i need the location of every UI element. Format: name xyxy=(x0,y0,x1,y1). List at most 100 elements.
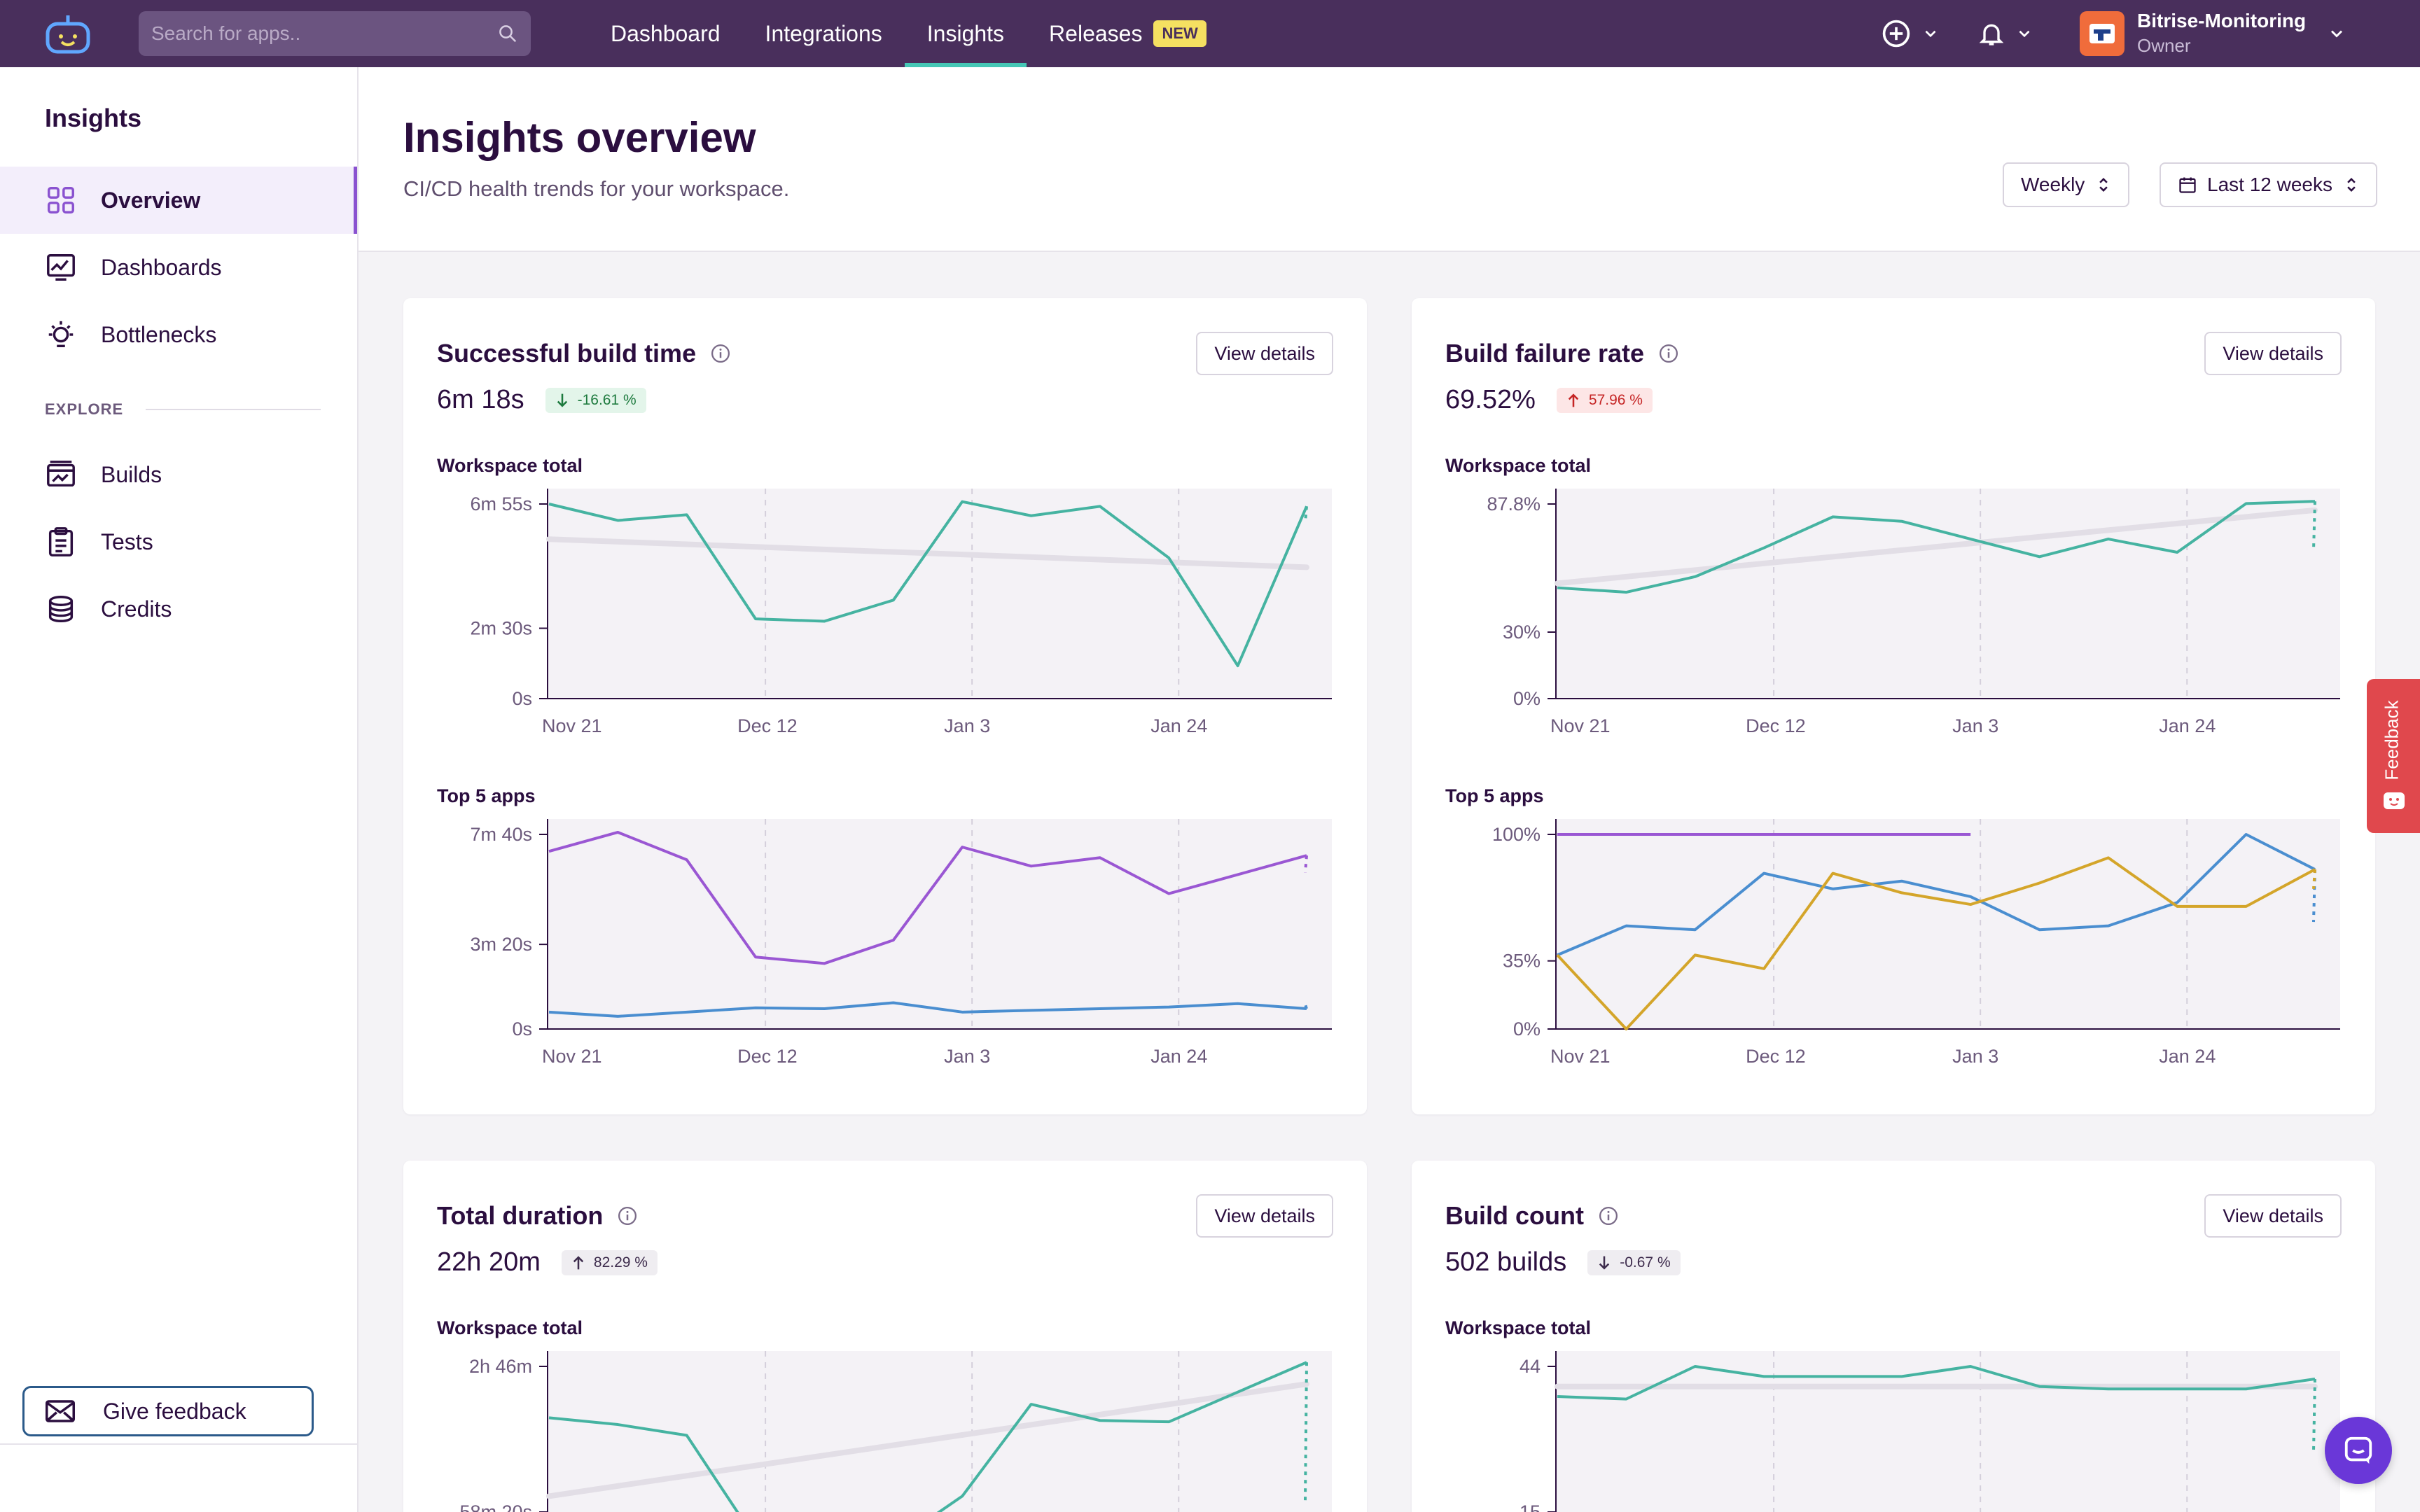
top5-apps-label: Top 5 apps xyxy=(1445,785,1544,806)
delta-value: -16.61 % xyxy=(577,391,637,408)
divider xyxy=(146,409,321,410)
metric-value: 6m 18s xyxy=(437,385,524,414)
bitrise-logo-icon[interactable] xyxy=(43,13,92,55)
nav-insights-label: Insights xyxy=(926,20,1005,46)
plot-area xyxy=(1556,489,2340,699)
workspace-name: Bitrise-Monitoring xyxy=(2137,10,2307,31)
workspace-total-label: Workspace total xyxy=(437,1317,583,1338)
view-details-button[interactable]: View details xyxy=(1196,1194,1333,1238)
view-details-button[interactable]: View details xyxy=(2204,1194,2342,1238)
account-switcher[interactable]: Bitrise-Monitoring Owner xyxy=(2080,10,2346,57)
info-icon[interactable] xyxy=(617,1205,638,1226)
app-search[interactable] xyxy=(139,11,531,56)
chevron-down-icon xyxy=(2019,30,2030,38)
series-line xyxy=(1557,833,2316,957)
series-line xyxy=(1557,500,2316,594)
chat-support-button[interactable] xyxy=(2325,1417,2392,1484)
page-header: Insights overview CI/CD health trends fo… xyxy=(359,67,2420,252)
x-tick-label: Jan 24 xyxy=(1150,715,1207,736)
builds-icon xyxy=(47,461,75,487)
card-title-text: Successful build time xyxy=(437,339,697,368)
search-input[interactable] xyxy=(151,22,497,45)
main-nav: Dashboard Integrations Insights Releases… xyxy=(588,0,1229,67)
y-tick-label: 7m 40s xyxy=(470,824,532,845)
series-line xyxy=(548,830,1307,965)
grid-icon xyxy=(48,187,74,214)
create-menu-button[interactable] xyxy=(1881,17,1940,50)
x-tick-label: Dec 12 xyxy=(1746,715,1806,736)
card-title-text: Total duration xyxy=(437,1201,604,1230)
delta-badge: 57.96 % xyxy=(1556,387,1653,413)
chart-monitor-icon xyxy=(47,254,75,281)
metric-value-row: 502 builds -0.67 % xyxy=(1445,1247,1681,1278)
sidebar-item-bottlenecks[interactable]: Bottlenecks xyxy=(0,301,357,368)
chevron-down-icon xyxy=(2331,29,2343,38)
top-nav-bar: Dashboard Integrations Insights Releases… xyxy=(0,0,2420,67)
plot-area xyxy=(1556,1351,2340,1512)
sidebar-item-credits[interactable]: Credits xyxy=(0,575,357,643)
x-tick-label: Nov 21 xyxy=(542,1046,602,1067)
sidebar-item-overview[interactable]: Overview xyxy=(0,167,357,234)
metric-value: 69.52% xyxy=(1445,385,1536,414)
metric-value-row: 6m 18s -16.61 % xyxy=(437,385,646,415)
y-tick-label: 0% xyxy=(1513,688,1541,709)
plot-area xyxy=(1556,819,2340,1029)
chat-icon xyxy=(2344,1436,2372,1464)
y-tick-label: 35% xyxy=(1503,951,1541,972)
projection-line xyxy=(1304,1004,1308,1009)
workspace-total-label: Workspace total xyxy=(437,455,583,476)
sidebar-item-dashboards[interactable]: Dashboards xyxy=(0,234,357,301)
give-feedback-label: Give feedback xyxy=(103,1398,246,1424)
give-feedback-button[interactable]: Give feedback xyxy=(22,1386,314,1436)
y-tick-label: 44 xyxy=(1520,1356,1541,1377)
metric-value-row: 69.52% 57.96 % xyxy=(1445,385,1653,415)
sort-arrows-icon xyxy=(2099,178,2108,192)
projection-line xyxy=(2312,869,2316,889)
interval-select[interactable]: Weekly xyxy=(2003,162,2130,207)
sidebar-item-label: Bottlenecks xyxy=(101,321,217,347)
series-line xyxy=(548,500,1308,668)
info-icon[interactable] xyxy=(710,343,731,364)
sidebar-title: Insights xyxy=(45,104,142,132)
series-line xyxy=(1556,856,2316,1030)
trend-line xyxy=(1555,507,2318,587)
notifications-button[interactable] xyxy=(1977,17,2033,50)
view-details-button[interactable]: View details xyxy=(2204,332,2342,375)
y-tick-label: 0% xyxy=(1513,1018,1541,1040)
nav-integrations-label: Integrations xyxy=(765,20,882,46)
feedback-tab-label: Feedback xyxy=(2381,700,2402,780)
nav-releases[interactable]: Releases NEW xyxy=(1027,0,1229,67)
date-range-select[interactable]: Last 12 weeks xyxy=(2160,162,2377,207)
card-title: Total duration xyxy=(437,1201,638,1231)
nav-insights[interactable]: Insights xyxy=(904,0,1027,67)
x-tick-label: Dec 12 xyxy=(1746,1046,1806,1067)
info-icon[interactable] xyxy=(1658,343,1679,364)
workspace-role: Owner xyxy=(2137,35,2191,56)
card-title: Successful build time xyxy=(437,339,731,368)
arrow-down-icon xyxy=(557,393,567,407)
sidebar-item-tests[interactable]: Tests xyxy=(0,508,357,575)
sidebar-item-builds[interactable]: Builds xyxy=(0,441,357,508)
nav-integrations[interactable]: Integrations xyxy=(743,0,905,67)
metric-card-build-count: Build count View details 502 builds -0.6… xyxy=(1412,1161,2375,1512)
feedback-side-tab[interactable]: Feedback xyxy=(2367,679,2420,833)
card-title: Build count xyxy=(1445,1201,1619,1231)
search-icon[interactable] xyxy=(497,23,518,44)
chart-total-duration-workspace: 58m 20s 2h 46m xyxy=(459,1351,1332,1512)
plot-area xyxy=(548,489,1332,699)
series-line xyxy=(548,1001,1307,1018)
y-tick-label: 30% xyxy=(1503,622,1541,643)
metric-card-total-duration: Total duration View details 22h 20m 82.2… xyxy=(403,1161,1367,1512)
view-details-button[interactable]: View details xyxy=(1196,332,1333,375)
delta-badge: -16.61 % xyxy=(545,387,646,413)
y-tick-label: 6m 55s xyxy=(470,493,532,514)
x-tick-label: Jan 3 xyxy=(1952,1046,1998,1067)
new-badge: NEW xyxy=(1153,20,1206,47)
interval-value: Weekly xyxy=(2021,174,2085,195)
nav-releases-label: Releases xyxy=(1049,20,1143,46)
trend-line xyxy=(546,1381,1309,1499)
info-icon[interactable] xyxy=(1598,1205,1619,1226)
arrow-up-icon xyxy=(573,1255,584,1269)
nav-dashboard[interactable]: Dashboard xyxy=(588,0,743,67)
sidebar-item-label: Overview xyxy=(101,187,201,213)
